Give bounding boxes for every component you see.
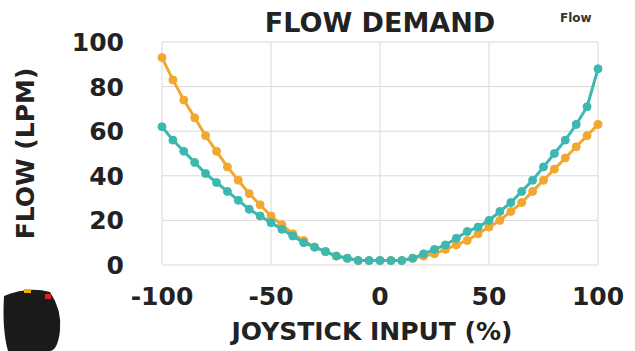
y-tick-label: 80 <box>89 73 124 102</box>
chart: 0 20 40 60 80 100 -100 -50 0 50 100 FLOW DEMAND Flow… <box>0 0 635 351</box>
series-marker <box>245 190 253 198</box>
y-tick-label: 20 <box>89 206 124 235</box>
series-marker <box>398 257 406 265</box>
series-marker <box>594 121 602 129</box>
series-marker <box>278 225 286 233</box>
y-tick-label: 40 <box>89 162 124 191</box>
y-tick-label: 100 <box>72 28 124 57</box>
series-marker <box>518 187 526 195</box>
series-marker <box>474 223 482 231</box>
series-marker <box>529 187 537 195</box>
y-axis-label: FLOW (LPM) <box>11 68 40 240</box>
series-marker <box>431 245 439 253</box>
y-tick-label: 60 <box>89 117 124 146</box>
series-marker <box>583 132 591 140</box>
x-tick-label: 50 <box>472 282 507 311</box>
series-marker <box>409 254 417 262</box>
series-marker <box>256 201 264 209</box>
series-marker <box>332 252 340 260</box>
series-marker <box>561 136 569 144</box>
series-marker <box>550 150 558 158</box>
series-marker <box>311 243 319 251</box>
x-grid-line <box>380 42 381 265</box>
series-marker <box>387 257 395 265</box>
subtitle: Flow <box>560 11 592 25</box>
x-tick-label: 100 <box>572 282 624 311</box>
series-marker <box>550 165 558 173</box>
series-line <box>162 58 598 261</box>
series-marker <box>452 234 460 242</box>
series-marker <box>496 216 504 224</box>
series-marker <box>409 254 417 262</box>
x-grid-line <box>271 42 272 265</box>
series-marker <box>540 176 548 184</box>
series-marker <box>441 241 449 249</box>
series-marker <box>572 121 580 129</box>
series-marker <box>354 257 362 265</box>
series-marker <box>343 254 351 262</box>
series-marker <box>311 243 319 251</box>
series-marker <box>256 212 264 220</box>
series-marker <box>223 163 231 171</box>
series-marker <box>496 207 504 215</box>
series-marker <box>169 136 177 144</box>
series-marker <box>561 154 569 162</box>
series-marker <box>180 147 188 155</box>
series-marker <box>267 219 275 227</box>
series-marker <box>289 232 297 240</box>
series-marker <box>322 248 330 256</box>
series-marker <box>463 236 471 244</box>
series-marker <box>594 65 602 73</box>
series-marker <box>332 252 340 260</box>
x-axis-label: JOYSTICK INPUT (%) <box>229 317 512 346</box>
series-marker <box>213 147 221 155</box>
series-marker <box>387 257 395 265</box>
plot-area <box>158 54 602 265</box>
series-marker <box>529 176 537 184</box>
series-marker <box>202 132 210 140</box>
series-marker <box>507 199 515 207</box>
series-marker <box>158 54 166 62</box>
series-marker <box>180 96 188 104</box>
series-marker <box>191 114 199 122</box>
series-marker <box>376 257 384 265</box>
series-marker <box>365 257 373 265</box>
series-marker <box>213 178 221 186</box>
series-marker <box>343 254 351 262</box>
series-marker <box>507 207 515 215</box>
series-marker <box>245 205 253 213</box>
series-marker <box>398 257 406 265</box>
series-marker <box>572 143 580 151</box>
x-tick-label: -100 <box>131 282 194 311</box>
series-marker <box>202 170 210 178</box>
x-tick-label: 0 <box>371 282 388 311</box>
series-marker <box>518 199 526 207</box>
x-grid-line <box>162 42 163 265</box>
series-marker <box>223 187 231 195</box>
series-marker <box>354 257 362 265</box>
series-marker <box>365 257 373 265</box>
series-marker <box>485 216 493 224</box>
series-marker <box>583 103 591 111</box>
chart-svg: 0 20 40 60 80 100 -100 -50 0 50 100 FLOW DEMAND Flow… <box>0 0 635 351</box>
series-marker <box>158 123 166 131</box>
joystick-icon <box>4 290 61 351</box>
series-marker <box>300 239 308 247</box>
series-marker <box>234 196 242 204</box>
series-line <box>162 69 598 261</box>
x-grid-line <box>598 42 599 265</box>
joystick-button <box>45 294 51 299</box>
x-tick-label: -50 <box>248 282 293 311</box>
joystick-button <box>24 289 31 293</box>
series-marker <box>540 163 548 171</box>
series-marker <box>420 250 428 258</box>
series-marker <box>234 176 242 184</box>
series-marker <box>322 248 330 256</box>
series-marker <box>376 257 384 265</box>
chart-title: FLOW DEMAND <box>265 7 495 38</box>
series-marker <box>169 76 177 84</box>
series-marker <box>463 228 471 236</box>
series-marker <box>191 158 199 166</box>
y-tick-label: 0 <box>107 251 124 280</box>
